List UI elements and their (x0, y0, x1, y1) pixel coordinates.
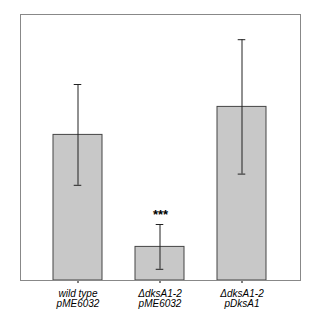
svg-text:***: *** (152, 207, 168, 222)
svg-text:wild typepME6032: wild typepME6032 (56, 288, 100, 309)
svg-text:ΔdksA1-2pME6032: ΔdksA1-2pME6032 (137, 288, 182, 309)
svg-text:ΔdksA1-2pDksA1: ΔdksA1-2pDksA1 (219, 288, 264, 309)
